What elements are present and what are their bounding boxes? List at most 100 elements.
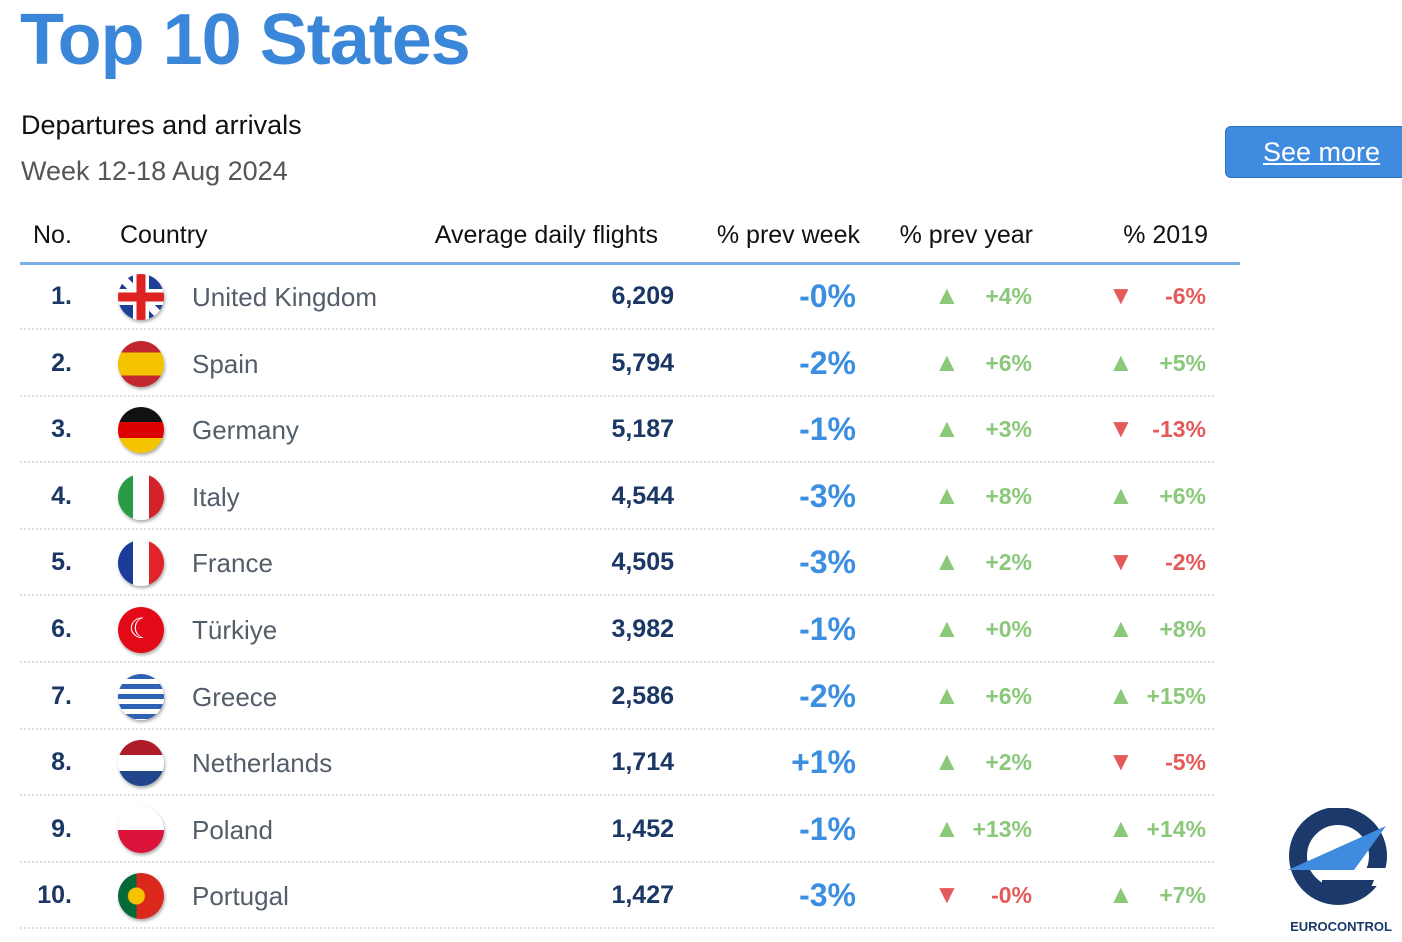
flag-nl-icon (118, 740, 164, 787)
arrow-down-icon: ▼ (1108, 280, 1134, 310)
average-daily-flights: 4,544 (611, 481, 674, 510)
arrow-up-icon: ▲ (1108, 879, 1134, 910)
header-prev-year: % prev year (899, 221, 1033, 249)
vs-2019-change: +8% (1159, 616, 1206, 642)
header-flights: Average daily flights (434, 221, 658, 249)
prev-week-change: -1% (799, 810, 856, 847)
rank: 7. (51, 681, 72, 710)
prev-week-change: -3% (799, 544, 856, 581)
prev-year-change: -0% (991, 882, 1032, 909)
vs-2019-change: +14% (1146, 815, 1206, 842)
table-row: 10. Portugal 1,427 -3% ▼ -0% ▲ +7% (20, 863, 1214, 930)
vs-2019-change: -5% (1165, 749, 1206, 776)
vs-2019-change: -2% (1165, 549, 1206, 576)
country-name: Germany (192, 415, 299, 446)
country-name: France (192, 548, 273, 579)
country-name: Portugal (192, 881, 289, 912)
table-row: 2. Spain 5,794 -2% ▲ +6% ▲ +5% (20, 331, 1214, 397)
average-daily-flights: 6,209 (611, 282, 674, 310)
arrow-down-icon: ▼ (1108, 746, 1134, 777)
prev-year-change: +13% (972, 815, 1032, 842)
prev-week-change: -1% (799, 611, 856, 647)
prev-year-change: +3% (985, 416, 1032, 443)
header-country: Country (120, 221, 208, 249)
eurocontrol-logo-icon (1288, 807, 1392, 905)
vs-2019-change: +5% (1159, 349, 1206, 376)
header-no: No. (33, 221, 72, 249)
subtitle: Departures and arrivals (21, 110, 302, 140)
table-header: No. Country Average daily flights % prev… (20, 215, 1240, 265)
rank: 3. (51, 415, 72, 444)
week-label: Week 12-18 Aug 2024 (21, 156, 288, 186)
table-row: 7. Greece 2,586 -2% ▲ +6% ▲ +15% (20, 664, 1214, 730)
arrow-down-icon: ▼ (1108, 413, 1134, 444)
arrow-up-icon: ▲ (934, 679, 960, 710)
arrow-up-icon: ▲ (934, 346, 960, 377)
see-more-button[interactable]: See more (1225, 126, 1402, 178)
arrow-up-icon: ▲ (934, 479, 960, 510)
prev-year-change: +8% (985, 482, 1032, 509)
prev-year-change: +6% (985, 349, 1032, 376)
country-name: Italy (192, 481, 240, 512)
rank: 1. (51, 282, 72, 310)
table-row: 5. France 4,505 -3% ▲ +2% ▼ -2% (20, 530, 1214, 597)
average-daily-flights: 5,794 (611, 348, 674, 377)
table-row: 9. Poland 1,452 -1% ▲ +13% ▲ +14% (20, 797, 1214, 863)
average-daily-flights: 1,452 (611, 814, 674, 843)
average-daily-flights: 4,505 (611, 548, 674, 577)
country-name: Poland (192, 814, 273, 845)
table-row: 6. ☾ Türkiye 3,982 -1% ▲ +0% ▲ +8% (20, 597, 1214, 663)
average-daily-flights: 2,586 (611, 681, 674, 710)
rank: 10. (37, 881, 72, 910)
country-name: Netherlands (192, 748, 333, 779)
country-name: Türkiye (192, 615, 278, 645)
flag-pl-icon (118, 806, 164, 853)
arrow-up-icon: ▲ (934, 546, 960, 577)
eurocontrol-logo: EUROCONTROL (1282, 807, 1400, 938)
flag-fr-icon (118, 540, 164, 587)
arrow-up-icon: ▲ (1108, 812, 1134, 843)
flag-pt-icon (118, 873, 164, 920)
flag-it-icon (118, 473, 164, 520)
prev-year-change: +6% (985, 682, 1032, 709)
header-prev-week: % prev week (716, 221, 860, 249)
vs-2019-change: +6% (1159, 482, 1206, 509)
rank: 8. (51, 748, 72, 777)
arrow-up-icon: ▲ (934, 812, 960, 843)
prev-week-change: -2% (799, 677, 856, 714)
flag-de-icon (118, 407, 164, 454)
prev-year-change: +0% (985, 616, 1032, 642)
prev-year-change: +4% (985, 283, 1032, 309)
flag-tr-icon: ☾ (118, 607, 164, 653)
arrow-up-icon: ▲ (934, 746, 960, 777)
page-title: Top 10 States (20, 0, 471, 80)
prev-week-change: -0% (799, 278, 856, 314)
rank: 9. (51, 814, 72, 843)
prev-week-change: -3% (799, 877, 856, 914)
rank: 4. (51, 481, 72, 510)
arrow-up-icon: ▲ (1108, 346, 1134, 377)
flag-es-icon (118, 340, 164, 387)
header-2019: % 2019 (1123, 221, 1208, 249)
vs-2019-change: +15% (1146, 682, 1206, 709)
average-daily-flights: 1,427 (611, 881, 674, 910)
table-row: 4. Italy 4,544 -3% ▲ +8% ▲ +6% (20, 464, 1214, 530)
arrow-down-icon: ▼ (934, 879, 960, 910)
flag-uk-icon (118, 274, 164, 320)
average-daily-flights: 1,714 (611, 748, 674, 777)
country-name: Greece (192, 681, 278, 712)
prev-week-change: +1% (791, 744, 856, 781)
rank: 6. (51, 615, 72, 643)
table-row: 8. Netherlands 1,714 +1% ▲ +2% ▼ -5% (20, 730, 1214, 797)
flag-gr-icon (118, 673, 164, 720)
arrow-up-icon: ▲ (934, 413, 960, 444)
prev-year-change: +2% (985, 749, 1032, 776)
prev-week-change: -2% (799, 344, 856, 381)
arrow-up-icon: ▲ (1108, 679, 1134, 710)
arrow-up-icon: ▲ (1108, 613, 1134, 643)
prev-week-change: -3% (799, 477, 856, 514)
average-daily-flights: 5,187 (611, 415, 674, 444)
prev-week-change: -1% (799, 411, 856, 448)
rank: 5. (51, 548, 72, 577)
country-name: United Kingdom (192, 282, 377, 312)
